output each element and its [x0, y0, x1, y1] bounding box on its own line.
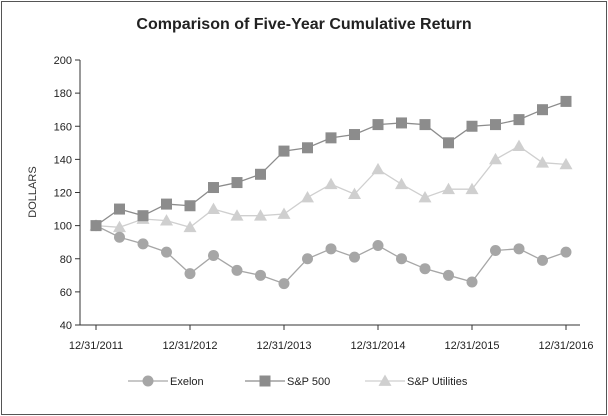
square-data-point: [302, 142, 313, 154]
circle-data-point: [396, 253, 407, 265]
triangle-legend-icon: [378, 374, 392, 386]
y-tick-label: 100: [54, 221, 72, 233]
x-tick-label: 12/31/2013: [256, 340, 311, 352]
legend-item-exelon: Exelon: [128, 375, 204, 388]
circle-data-point: [372, 240, 384, 251]
square-data-point: [466, 120, 478, 132]
square-data-point: [349, 129, 360, 141]
circle-data-point: [114, 231, 125, 243]
circle-data-point: [443, 269, 454, 281]
circle-data-point: [231, 264, 243, 276]
square-data-point: [137, 210, 149, 222]
circle-data-point: [560, 246, 572, 258]
square-data-point: [161, 198, 172, 210]
circle-data-point: [255, 269, 266, 281]
y-tick-label: 120: [54, 188, 72, 200]
y-tick-label: 180: [54, 88, 72, 100]
legend-item-s-p-500: S&P 500: [245, 375, 330, 388]
circle-data-point: [419, 263, 431, 275]
y-tick-label: 60: [60, 287, 72, 299]
circle-data-point: [137, 238, 149, 250]
legend-label: Exelon: [170, 376, 204, 388]
series-exelon: [90, 220, 572, 290]
series-layer: [89, 95, 573, 290]
circle-data-point: [537, 254, 548, 266]
chart-title: Comparison of Five-Year Cumulative Retur…: [136, 16, 471, 33]
x-tick-label: 12/31/2012: [162, 340, 217, 352]
square-data-point: [396, 117, 407, 129]
square-data-point: [372, 119, 384, 131]
square-data-point: [560, 95, 572, 107]
y-tick-label: 140: [54, 154, 72, 166]
y-tick-label: 80: [60, 254, 72, 266]
series-s-p-utilities: [89, 139, 573, 233]
triangle-data-point: [489, 152, 502, 165]
circle-data-point: [161, 246, 172, 258]
circle-legend-icon: [142, 375, 154, 387]
circle-data-point: [278, 278, 290, 290]
y-tick-label: 200: [54, 55, 72, 67]
triangle-data-point: [277, 207, 291, 219]
circle-data-point: [349, 251, 360, 263]
square-data-point: [90, 220, 102, 232]
triangle-data-point: [418, 190, 432, 203]
triangle-data-point: [465, 182, 479, 195]
triangle-data-point: [183, 220, 197, 233]
triangle-data-point: [559, 157, 573, 170]
square-data-point: [208, 182, 219, 194]
square-data-point: [184, 200, 196, 212]
square-data-point: [325, 132, 337, 144]
square-data-point: [255, 168, 266, 180]
square-data-point: [537, 104, 548, 116]
square-data-point: [443, 137, 454, 149]
x-tick-label: 12/31/2015: [444, 340, 499, 352]
x-tick-label: 12/31/2011: [69, 340, 123, 352]
triangle-data-point: [113, 220, 126, 233]
triangle-data-point: [230, 209, 244, 221]
square-data-point: [419, 119, 431, 131]
triangle-data-point: [207, 202, 220, 214]
square-data-point: [231, 177, 243, 189]
legend: Exelon S&P 500 S&P Utilities: [128, 374, 468, 388]
triangle-data-point: [324, 177, 338, 190]
square-legend-icon: [259, 375, 271, 387]
x-tick-label: 12/31/2014: [350, 340, 405, 352]
square-data-point: [490, 119, 501, 131]
y-tick-label: 40: [60, 320, 72, 332]
triangle-data-point: [395, 177, 408, 190]
triangle-data-point: [348, 187, 361, 200]
circle-data-point: [325, 243, 337, 255]
square-data-point: [513, 114, 525, 126]
triangle-data-point: [442, 182, 455, 195]
triangle-data-point: [371, 162, 385, 175]
legend-item-s-p-utilities: S&P Utilities: [365, 374, 468, 388]
triangle-data-point: [160, 214, 173, 226]
x-tick-label: 12/31/2016: [538, 340, 593, 352]
circle-data-point: [513, 243, 525, 255]
circle-data-point: [466, 276, 478, 288]
triangle-data-point: [254, 209, 267, 221]
triangle-data-point: [512, 139, 526, 151]
legend-label: S&P Utilities: [407, 376, 468, 388]
square-data-point: [278, 145, 290, 157]
circle-data-point: [490, 244, 501, 256]
legend-label: S&P 500: [287, 376, 330, 388]
circle-data-point: [208, 249, 219, 261]
y-axis-label: DOLLARS: [27, 166, 39, 217]
y-tick-label: 160: [54, 121, 72, 133]
square-data-point: [114, 203, 125, 215]
axes: 40 60 80 100 120 140 160 180 200 12/31/2011 12/31/…: [54, 55, 594, 352]
series-s-p-500: [90, 95, 572, 232]
triangle-data-point: [301, 190, 314, 203]
triangle-data-point: [536, 156, 549, 168]
circle-data-point: [302, 253, 313, 265]
circle-data-point: [184, 268, 196, 280]
